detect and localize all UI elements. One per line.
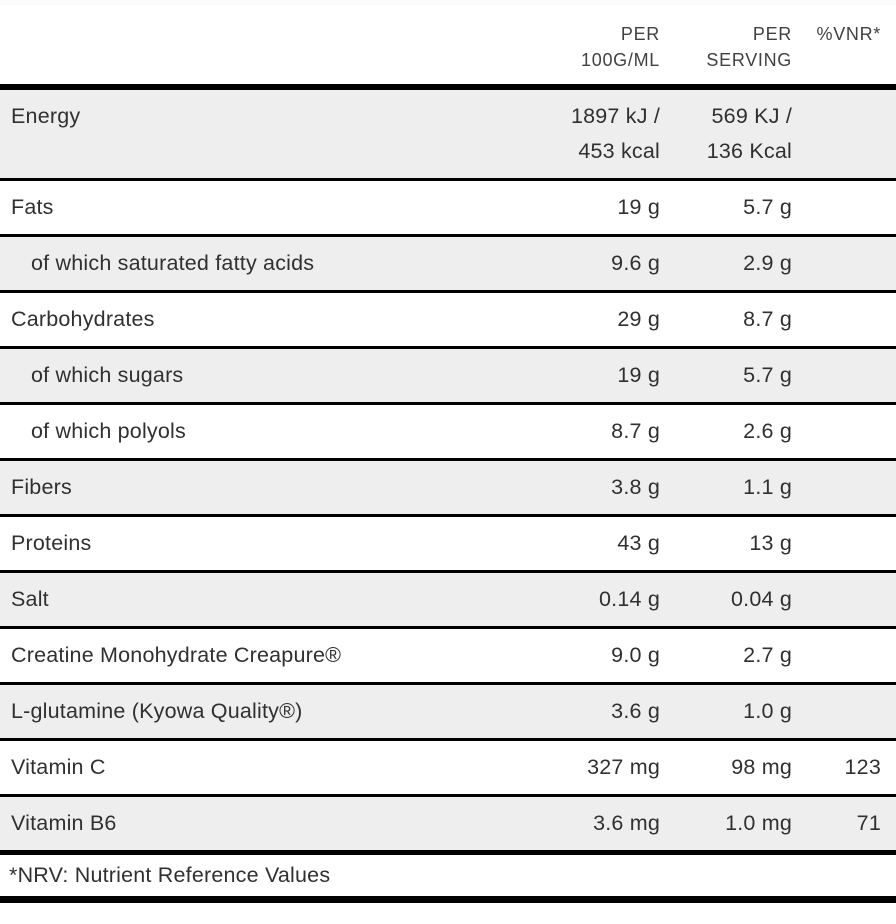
per-serving-value: 2.6 g (743, 419, 792, 443)
per-100-value: 327 mg (587, 755, 660, 779)
table-row-saturated-fats: of which saturated fatty acids 9.6 g 2.9… (0, 234, 896, 290)
table-row-salt: Salt 0.14 g 0.04 g (0, 570, 896, 626)
per-serving-value: 569 KJ / 136 Kcal (706, 104, 792, 163)
per-100-value: 3.8 g (611, 475, 660, 499)
per-100-value: 9.6 g (611, 251, 660, 275)
table-row-energy: Energy 1897 kJ / 453 kcal 569 KJ / 136 K… (0, 90, 896, 178)
table-row-fats: Fats 19 g 5.7 g (0, 178, 896, 234)
nutrient-name: of which polyols (31, 419, 186, 443)
nutrient-name: Vitamin B6 (11, 811, 117, 835)
nrv-footnote: *NRV: Nutrient Reference Values (0, 850, 896, 903)
page-top-strip (0, 0, 896, 5)
nrv-footnote-text: *NRV: Nutrient Reference Values (9, 863, 331, 887)
nutrient-name: Salt (11, 587, 49, 611)
per-100-value: 8.7 g (611, 419, 660, 443)
per-serving-value: 13 g (749, 531, 792, 555)
per-100-value: 0.14 g (599, 587, 660, 611)
table-row-sugars: of which sugars 19 g 5.7 g (0, 346, 896, 402)
table-row-polyols: of which polyols 8.7 g 2.6 g (0, 402, 896, 458)
table-row-l-glutamine: L-glutamine (Kyowa Quality®) 3.6 g 1.0 g (0, 682, 896, 738)
per-serving-value: 5.7 g (743, 363, 792, 387)
nutrient-name: L-glutamine (Kyowa Quality®) (11, 699, 303, 723)
per-100-value: 9.0 g (611, 643, 660, 667)
nrv-value: 71 (856, 811, 881, 835)
table-row-vitamin-b6: Vitamin B6 3.6 mg 1.0 mg 71 (0, 794, 896, 850)
nrv-header: %VNR* (816, 24, 881, 44)
nutrition-table: PER 100G/ML PER SERVING %VNR* Energy 189… (0, 5, 896, 903)
nutrient-name: of which saturated fatty acids (31, 251, 315, 275)
nutrient-name: Energy (11, 104, 81, 128)
table-row-vitamin-c: Vitamin C 327 mg 98 mg 123 (0, 738, 896, 794)
per-serving-value: 1.0 g (743, 699, 792, 723)
table-body: Energy 1897 kJ / 453 kcal 569 KJ / 136 K… (0, 90, 896, 850)
per-100-value: 3.6 mg (593, 811, 660, 835)
per-serving-header: PER SERVING (706, 24, 792, 70)
per-serving-value: 5.7 g (743, 195, 792, 219)
per-100-value: 3.6 g (611, 699, 660, 723)
per-100-value: 19 g (617, 195, 660, 219)
nutrient-name: Carbohydrates (11, 307, 155, 331)
per-serving-value: 2.9 g (743, 251, 792, 275)
per-serving-value: 1.1 g (743, 475, 792, 499)
per-serving-value: 2.7 g (743, 643, 792, 667)
table-row-fibers: Fibers 3.8 g 1.1 g (0, 458, 896, 514)
nutrient-name: Proteins (11, 531, 92, 555)
per-serving-value: 0.04 g (731, 587, 792, 611)
per-serving-value: 1.0 mg (725, 811, 792, 835)
per-100-value: 19 g (617, 363, 660, 387)
table-row-carbohydrates: Carbohydrates 29 g 8.7 g (0, 290, 896, 346)
nrv-value: 123 (844, 755, 881, 779)
nutrient-name: of which sugars (31, 363, 184, 387)
per-100-value: 43 g (617, 531, 660, 555)
nutrient-name: Fats (11, 195, 54, 219)
per-100-value: 1897 kJ / 453 kcal (570, 104, 660, 163)
nutrient-name: Vitamin C (11, 755, 106, 779)
nutrient-name: Fibers (11, 475, 72, 499)
per-100-header: PER 100G/ML (581, 24, 660, 70)
table-row-proteins: Proteins 43 g 13 g (0, 514, 896, 570)
nutrient-name: Creatine Monohydrate Creapure® (11, 643, 342, 667)
per-serving-value: 8.7 g (743, 307, 792, 331)
per-100-value: 29 g (617, 307, 660, 331)
table-header-row: PER 100G/ML PER SERVING %VNR* (0, 5, 896, 90)
per-serving-value: 98 mg (731, 755, 792, 779)
table-row-creatine: Creatine Monohydrate Creapure® 9.0 g 2.7… (0, 626, 896, 682)
